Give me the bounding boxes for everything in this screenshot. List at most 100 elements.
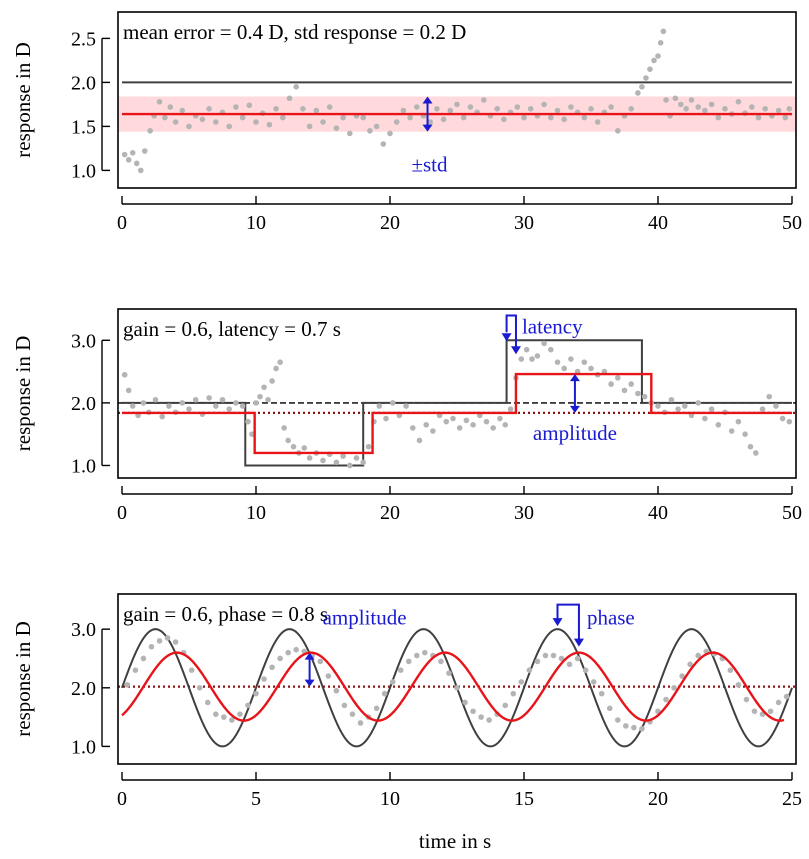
response-point (261, 384, 267, 391)
response-point (229, 717, 235, 723)
response-point (762, 106, 768, 112)
y-tick-label: 1.0 (71, 455, 96, 477)
response-point (347, 462, 353, 469)
response-point (606, 705, 613, 712)
response-point (483, 418, 490, 425)
response-point (192, 396, 199, 403)
response-point (775, 107, 782, 114)
response-point (502, 421, 509, 428)
response-point (550, 652, 557, 659)
amplitude-arrow-head-bottom (304, 679, 315, 687)
response-point (293, 646, 300, 653)
response-point (179, 400, 186, 406)
response-point (501, 116, 507, 123)
response-point (380, 141, 387, 147)
response-point (446, 670, 452, 676)
x-tick-label: 25 (782, 788, 802, 810)
response-point (389, 400, 396, 406)
x-tick-label: 10 (246, 502, 266, 524)
response-point (454, 684, 460, 691)
latency-arrowhead-right (510, 346, 521, 355)
response-point (121, 371, 128, 378)
response-point (621, 387, 628, 394)
panel-step-stimulus: 0 10 20 30 40 50 1.0 2.0 3.0 response in D gain = … (11, 308, 802, 524)
response-point (518, 679, 525, 685)
response-point (655, 53, 661, 59)
response-point (695, 400, 701, 406)
response-point (140, 400, 147, 406)
response-point (651, 57, 657, 64)
response-point (273, 106, 279, 112)
y-tick-label: 3.0 (71, 619, 96, 641)
response-point (300, 106, 306, 112)
response-point (357, 720, 364, 726)
response-point (715, 421, 722, 428)
response-point (233, 104, 239, 110)
response-point (423, 421, 429, 428)
response-point (447, 107, 454, 114)
response-point (400, 107, 407, 114)
response-point (615, 375, 621, 381)
response-point (206, 106, 212, 112)
x-tick-label: 20 (648, 788, 668, 810)
y-tick-label: 1.0 (71, 736, 96, 758)
response-point (590, 679, 597, 685)
response-point (159, 413, 165, 420)
plot-area (118, 28, 796, 174)
response-point (460, 114, 467, 121)
response-point (735, 98, 742, 105)
response-point (253, 690, 259, 697)
response-point (285, 649, 291, 656)
response-point (414, 104, 420, 110)
response-point (156, 638, 163, 644)
response-point (541, 340, 547, 347)
amplitude-label: amplitude (323, 606, 407, 630)
response-point (450, 415, 456, 422)
response-point (365, 443, 372, 450)
response-point (647, 66, 653, 72)
response-point (534, 658, 541, 665)
response-point (507, 406, 514, 412)
x-tick-label: 0 (117, 212, 127, 234)
response-point (521, 114, 527, 121)
response-point (265, 396, 271, 403)
response-point (261, 676, 267, 682)
response-point (518, 356, 525, 362)
response-point (526, 667, 533, 674)
response-point (779, 415, 786, 422)
response-point (743, 696, 750, 703)
response-point (749, 104, 755, 110)
response-point (523, 346, 530, 353)
response-point (527, 106, 534, 112)
response-point (416, 437, 423, 444)
response-point (751, 708, 758, 715)
response-point (333, 459, 340, 466)
response-point (727, 667, 734, 674)
response-point (598, 690, 605, 697)
response-point (438, 658, 444, 665)
response-point (347, 130, 353, 137)
response-point (286, 95, 293, 102)
response-point (213, 403, 219, 409)
response-point (213, 119, 219, 125)
response-point (233, 400, 239, 406)
response-point (759, 406, 766, 412)
response-point (655, 403, 661, 409)
response-point (558, 655, 565, 662)
response-point (367, 128, 373, 134)
response-point (245, 702, 251, 709)
response-point (245, 418, 251, 425)
response-point (360, 114, 367, 121)
y-axis-label: response in D (11, 621, 35, 736)
latency-bracket (505, 314, 517, 341)
response-point (219, 396, 226, 403)
response-point (186, 406, 192, 412)
response-point (687, 661, 693, 668)
response-point (162, 114, 168, 121)
response-point (257, 393, 263, 400)
response-point (490, 425, 496, 431)
plot-area (118, 628, 796, 748)
response-point (467, 104, 474, 110)
response-point (443, 418, 450, 425)
response-point (753, 450, 759, 456)
